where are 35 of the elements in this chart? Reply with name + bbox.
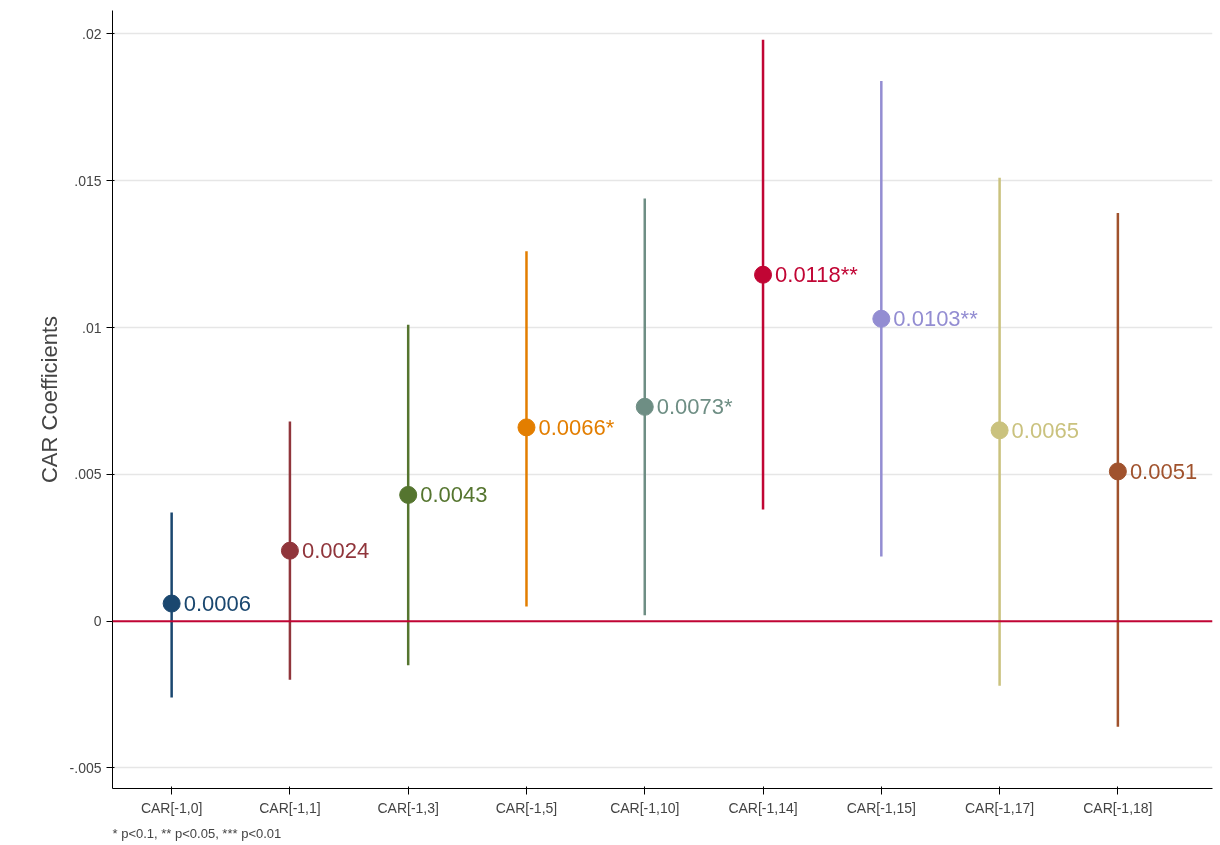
x-tick-label: CAR[-1,5]: [495, 799, 558, 816]
data-label: 0.0024: [301, 538, 370, 564]
point: [280, 541, 299, 560]
point: [399, 485, 418, 504]
text: * p<0.1, ** p<0.05, *** p<0.01: [112, 825, 282, 841]
data-label: 0.0043: [420, 482, 488, 508]
x-tick-label: CAR[-1,10]: [610, 799, 680, 816]
point: [1108, 462, 1127, 481]
point: [635, 397, 654, 416]
point: [990, 421, 1009, 440]
y-axis-title: CAR Coefficients: [36, 315, 62, 484]
x-tick-label: CAR[-1,15]: [846, 799, 916, 816]
data-label: 0.0051: [1129, 458, 1198, 484]
y-tick-label: -.005: [69, 759, 102, 776]
x-tick-label: CAR[-1,0]: [140, 799, 203, 816]
point: [872, 309, 891, 328]
data-label: 0.0065: [1011, 417, 1079, 443]
y-tick-label: .015: [74, 172, 102, 189]
data-label: 0.0073*: [656, 394, 734, 420]
y-tick-label: .01: [82, 319, 102, 336]
data-label: 0.0118**: [775, 262, 859, 288]
point: [517, 418, 536, 437]
data-label: 0.0103**: [893, 306, 979, 332]
data-label: 0.0006: [183, 591, 251, 617]
point: [162, 594, 181, 613]
point: [754, 265, 773, 284]
y-tick-label: .005: [74, 466, 102, 483]
x-tick-label: CAR[-1,17]: [964, 799, 1035, 816]
x-tick-label: CAR[-1,18]: [1083, 799, 1153, 816]
x-tick-label: CAR[-1,1]: [259, 799, 321, 816]
x-tick-label: CAR[-1,3]: [377, 799, 439, 816]
x-tick-label: CAR[-1,14]: [728, 799, 798, 816]
y-tick-label: .02: [82, 25, 102, 42]
data-label: 0.0066*: [538, 414, 615, 440]
y-tick-label: 0: [93, 613, 102, 630]
